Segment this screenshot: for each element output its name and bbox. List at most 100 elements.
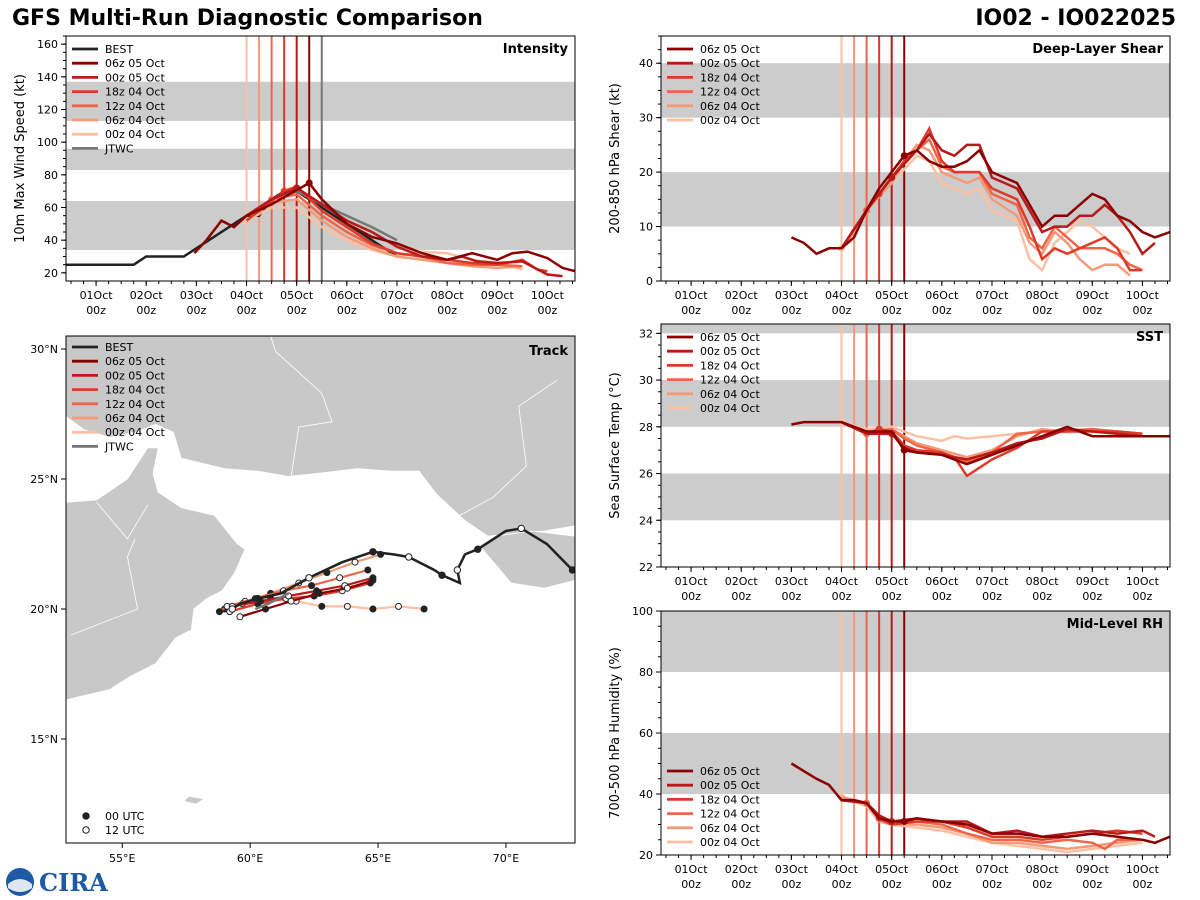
x-tick-hour: 00z [882, 590, 902, 603]
legend-label: 18z 04 Oct [700, 359, 760, 372]
x-tick-date: 01Oct [675, 575, 709, 588]
legend-label: 06z 05 Oct [700, 331, 760, 344]
page-title: GFS Multi-Run Diagnostic Comparison [12, 6, 483, 31]
series-06z-04-oct [841, 795, 1143, 851]
x-tick-hour: 00z [731, 590, 751, 603]
best-track-line [231, 527, 574, 611]
series-06z-05-oct [790, 762, 1170, 845]
y-tick-label: 30 [639, 374, 653, 387]
x-tick-date: 07Oct [975, 863, 1009, 876]
best-track-marker [438, 571, 446, 579]
legend-label: 06z 05 Oct [700, 43, 760, 56]
jtwc-track-line [254, 592, 290, 611]
threshold-band [661, 473, 1170, 521]
legend-label: 06z 04 Oct [700, 388, 760, 401]
track-line [232, 576, 374, 608]
best-track-marker [369, 548, 377, 556]
series-line [840, 131, 1156, 256]
marker-legend-label: 12 UTC [105, 824, 145, 837]
y-tick-label: 120 [37, 104, 58, 117]
x-tick-date: 03Oct [775, 289, 809, 302]
legend-label: 00z 05 Oct [105, 71, 165, 84]
y-tick-label: 24 [639, 514, 653, 527]
x-tick-hour: 00z [337, 304, 357, 317]
y-axis-label: 10m Max Wind Speed (kt) [13, 74, 28, 243]
x-tick-hour: 00z [287, 304, 307, 317]
best-track-marker [474, 545, 482, 553]
x-tick-hour: 00z [487, 304, 507, 317]
cira-logo: CIRA [6, 868, 108, 897]
legend-label: 18z 04 Oct [105, 384, 165, 397]
panel-title: Mid-Level RH [1067, 617, 1163, 632]
legend-label: 18z 04 Oct [105, 86, 165, 99]
x-tick-date: 09Oct [1076, 863, 1110, 876]
x-tick-hour: 00z [136, 304, 156, 317]
y-tick-label: 20 [639, 166, 653, 179]
x-tick-date: 10Oct [1126, 575, 1160, 588]
x-tick-date: 01Oct [675, 863, 709, 876]
x-tick-hour: 00z [1032, 590, 1052, 603]
best-track [228, 524, 575, 613]
x-tick-hour: 00z [982, 590, 1002, 603]
track-position-marker [315, 589, 323, 597]
y-tick-label: 80 [639, 666, 653, 679]
y-tick-label: 40 [639, 788, 653, 801]
x-tick-date: 08Oct [1026, 863, 1060, 876]
x-tick-date: 03Oct [775, 863, 809, 876]
x-tick-hour: 00z [932, 304, 952, 317]
plot-area [66, 36, 575, 281]
best-track-marker [453, 566, 462, 574]
legend-label: JTWC [104, 440, 134, 453]
track-position-marker [351, 558, 359, 566]
panel-title: Intensity [503, 42, 569, 57]
x-tick-hour: 00z [538, 304, 558, 317]
shear-chart: 0 10 20 30 40 01Oct 00z 02Oct 00z 03Oct 00z 04Oct 00… [608, 35, 1171, 317]
marker-legend-swatch [82, 826, 90, 834]
x-tick-hour: 00z [832, 878, 852, 891]
y-tick-label: 0 [646, 275, 653, 288]
y-tick-label: 140 [37, 71, 58, 84]
y-axis-label: Sea Surface Temp (°C) [608, 372, 623, 519]
y-tick-label: 100 [37, 136, 58, 149]
track-line [239, 579, 374, 618]
init-marker [305, 179, 313, 187]
x-tick-date: 09Oct [1076, 289, 1110, 302]
x-tick-date: 10Oct [531, 289, 565, 302]
sst-chart: 22 24 26 28 30 32 01Oct 00z 02Oct 00z 03Oct 00z 04Oc… [608, 323, 1171, 603]
x-tick-date: 02Oct [725, 575, 759, 588]
y-tick-label: 60 [639, 727, 653, 740]
init-marker [900, 446, 908, 454]
axes-frame [660, 323, 1171, 568]
x-tick-date: 10Oct [1126, 289, 1160, 302]
x-tick-hour: 00z [1032, 304, 1052, 317]
x-tick-hour: 00z [86, 304, 106, 317]
legend-label: 00z 05 Oct [105, 369, 165, 382]
plot-area [661, 36, 1170, 281]
legend-label: 00z 05 Oct [700, 345, 760, 358]
threshold-band [661, 172, 1170, 227]
legend-label: 06z 05 Oct [105, 57, 165, 70]
x-tick-date: 04Oct [825, 863, 859, 876]
y-tick-label: 22 [639, 561, 653, 574]
lat-tick-label: 15°N [30, 733, 58, 746]
threshold-band [661, 380, 1170, 427]
x-tick-date: 05Oct [280, 289, 314, 302]
cira-logo-text: CIRA [39, 868, 108, 897]
x-tick-hour: 00z [731, 304, 751, 317]
legend-label: 12z 04 Oct [105, 398, 165, 411]
legend-label: JTWC [104, 142, 134, 155]
y-tick-label: 40 [639, 57, 653, 70]
track-map: 55°E 60°E 65°E 70°E 15°N 20°N 25°N 30°N Track BES… [30, 335, 576, 865]
x-tick-hour: 00z [1133, 878, 1153, 891]
legend-label: 00z 04 Oct [700, 402, 760, 415]
x-tick-date: 08Oct [1026, 575, 1060, 588]
track-position-marker [420, 605, 428, 613]
threshold-band [661, 63, 1170, 118]
x-tick-date: 06Oct [925, 575, 959, 588]
rh-chart: 20 40 60 80 100 01Oct 00z 02Oct 00z 03Oct 00z 04Oct… [608, 605, 1171, 891]
series-06z-05-oct [193, 179, 575, 273]
plot-area [661, 324, 1170, 567]
x-tick-hour: 00z [1082, 878, 1102, 891]
x-tick-hour: 00z [781, 304, 801, 317]
series-06z-05-oct [791, 420, 1170, 466]
